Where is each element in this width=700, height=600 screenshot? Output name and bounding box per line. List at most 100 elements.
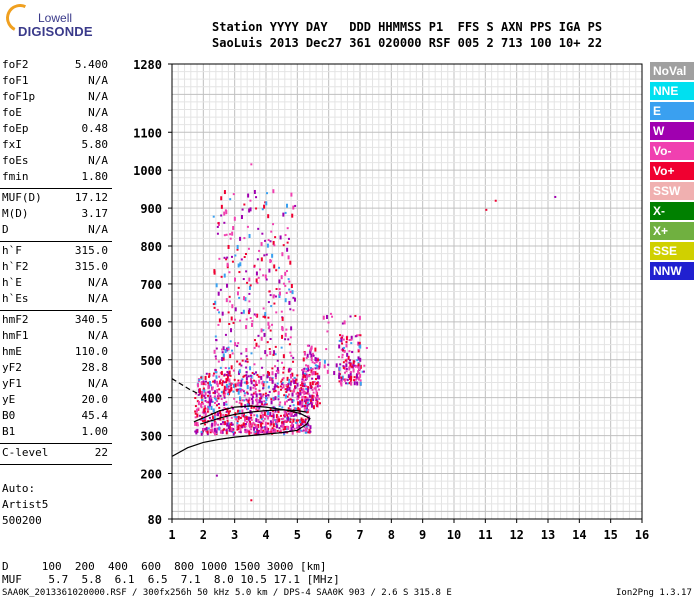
echo-point: [215, 347, 218, 350]
echo-point: [217, 418, 220, 421]
echo-point: [359, 334, 362, 337]
param-value: 340.5: [74, 313, 108, 326]
y-tick-label: 500: [140, 354, 162, 368]
echo-point: [279, 414, 282, 417]
echo-point: [242, 278, 245, 281]
echo-point: [276, 429, 279, 432]
echo-point: [362, 370, 365, 373]
echo-point: [282, 368, 285, 371]
echo-point: [285, 390, 288, 393]
echo-point: [263, 254, 266, 257]
echo-point: [295, 421, 298, 424]
echo-point: [214, 413, 217, 416]
param-label: yE: [2, 393, 16, 406]
echo-point: [229, 198, 232, 201]
echo-point: [267, 301, 270, 304]
echo-point: [261, 366, 264, 369]
echo-point: [234, 342, 237, 347]
echo-point: [292, 404, 295, 407]
param-value: N/A: [88, 154, 108, 167]
echo-point: [212, 391, 215, 394]
echo-point: [342, 349, 345, 352]
echo-point: [236, 422, 239, 425]
echo-point: [339, 337, 342, 340]
echo-point: [262, 387, 265, 390]
echo-point: [341, 336, 344, 339]
echo-point: [237, 424, 240, 427]
echo-point: [257, 375, 260, 378]
echo-point: [281, 387, 284, 390]
echo-point: [241, 208, 244, 211]
plot-border: [171, 63, 643, 520]
echo-point: [286, 395, 289, 398]
param-row-hmf2: hmF2 340.5: [2, 313, 108, 329]
echo-point: [232, 321, 235, 324]
echo-point: [309, 367, 312, 370]
echo-point: [284, 298, 287, 303]
echo-point: [301, 421, 304, 426]
echo-point: [218, 426, 221, 431]
echo-point: [251, 320, 254, 323]
scaled-trace-curve: [200, 409, 307, 425]
legend-item-nne: NNE: [650, 82, 694, 100]
echo-point: [227, 348, 230, 351]
echo-point: [301, 369, 304, 372]
echo-point: [255, 431, 258, 436]
echo-point: [287, 407, 290, 410]
echo-point: [200, 391, 203, 396]
echo-point: [284, 401, 287, 406]
echo-point: [267, 214, 270, 219]
param-row-hme: hmE 110.0: [2, 345, 108, 361]
echo-point: [225, 377, 228, 382]
echo-point: [258, 249, 261, 252]
echo-point: [253, 431, 256, 434]
echo-point: [305, 375, 308, 380]
echo-point: [268, 430, 271, 433]
echo-point: [205, 428, 208, 431]
echo-point: [219, 366, 222, 369]
echo-point: [258, 405, 261, 410]
echo-point: [306, 398, 309, 401]
echo-point: [341, 322, 344, 325]
echo-point: [310, 386, 313, 389]
echo-point: [218, 318, 221, 323]
echo-point: [300, 429, 303, 432]
echo-point: [252, 392, 255, 395]
echo-point: [302, 368, 305, 373]
echo-point: [227, 244, 230, 249]
echo-point: [226, 414, 229, 417]
echo-point: [255, 314, 258, 317]
echo-point: [255, 278, 258, 283]
echo-point: [254, 430, 257, 433]
echo-point: [260, 375, 263, 380]
echo-point: [237, 286, 240, 289]
echo-point: [293, 376, 296, 379]
echo-point: [276, 382, 279, 385]
echo-point: [203, 419, 206, 422]
echo-point: [318, 375, 321, 380]
echo-point: [273, 264, 276, 269]
param-row-foep: foEp 0.48: [2, 122, 108, 138]
echo-point: [335, 363, 338, 368]
echo-point: [213, 372, 216, 375]
echo-point: [314, 378, 317, 381]
echo-point: [350, 342, 353, 345]
echo-point: [267, 415, 270, 420]
echo-point: [349, 362, 352, 367]
echo-point: [316, 394, 319, 397]
echo-point: [221, 351, 224, 354]
echo-point: [216, 389, 219, 394]
echo-point: [195, 429, 198, 432]
echo-point: [317, 367, 320, 370]
param-row-fmin: fmin 1.80: [2, 170, 108, 186]
echo-point: [293, 413, 296, 416]
echo-point: [195, 431, 198, 434]
echo-point: [237, 342, 240, 345]
echo-point: [275, 422, 278, 425]
echo-point: [248, 422, 251, 427]
echo-point: [315, 402, 318, 405]
echo-point: [284, 394, 287, 399]
echo-point: [246, 225, 249, 228]
echo-point: [198, 414, 201, 417]
software-version: Ion2Png 1.3.17: [616, 588, 692, 598]
